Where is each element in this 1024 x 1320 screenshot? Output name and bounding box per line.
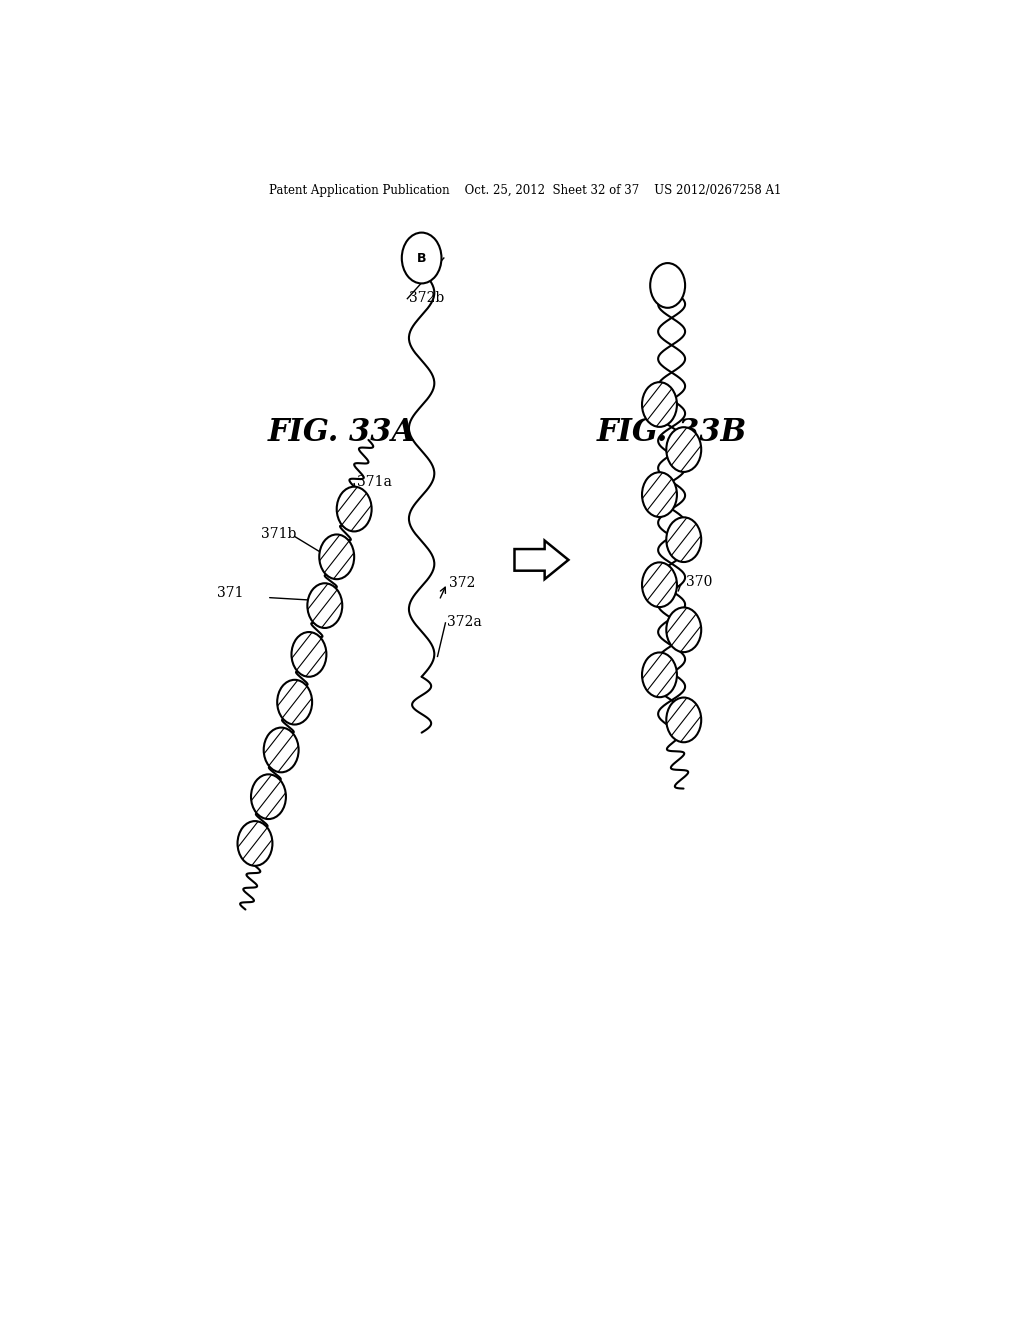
Circle shape — [650, 263, 685, 308]
Text: FIG. 33A: FIG. 33A — [268, 417, 417, 449]
Circle shape — [642, 473, 677, 517]
Circle shape — [667, 428, 701, 473]
Circle shape — [319, 535, 354, 579]
Text: 372a: 372a — [447, 615, 481, 628]
Circle shape — [642, 383, 677, 426]
Text: 371a: 371a — [356, 475, 391, 488]
Circle shape — [667, 517, 701, 562]
Circle shape — [667, 697, 701, 742]
Text: 371b: 371b — [261, 528, 297, 541]
Polygon shape — [514, 541, 568, 579]
Text: 370: 370 — [686, 576, 713, 589]
Text: Patent Application Publication    Oct. 25, 2012  Sheet 32 of 37    US 2012/02672: Patent Application Publication Oct. 25, … — [268, 183, 781, 197]
Circle shape — [278, 680, 312, 725]
Circle shape — [292, 632, 327, 677]
Circle shape — [307, 583, 342, 628]
Text: 372: 372 — [450, 577, 476, 590]
Circle shape — [642, 562, 677, 607]
Text: 372b: 372b — [409, 290, 444, 305]
Circle shape — [667, 607, 701, 652]
Circle shape — [251, 775, 286, 818]
Text: FIG. 33B: FIG. 33B — [597, 417, 746, 449]
Circle shape — [401, 232, 441, 284]
Circle shape — [238, 821, 272, 866]
Circle shape — [264, 727, 299, 772]
Text: 371: 371 — [217, 586, 244, 601]
Circle shape — [337, 487, 372, 532]
Circle shape — [642, 652, 677, 697]
Text: B: B — [417, 252, 426, 264]
